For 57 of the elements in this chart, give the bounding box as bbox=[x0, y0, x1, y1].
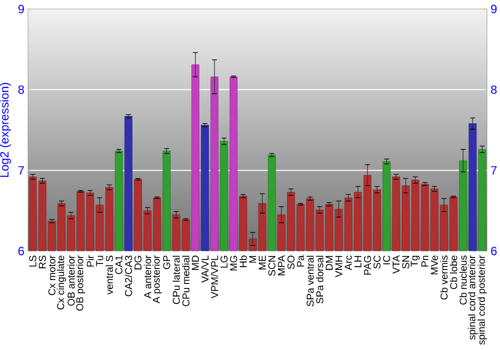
x-tick-label: RS bbox=[38, 256, 46, 268]
x-tick-label: LS bbox=[29, 256, 36, 267]
x-tick-label: Hb bbox=[240, 256, 247, 268]
x-tick-label: VTA bbox=[392, 255, 400, 274]
x-tick-label: IC bbox=[383, 256, 390, 264]
x-tick-label: OB posterior bbox=[76, 255, 86, 311]
x-tick-label: spinal cord anterior bbox=[468, 255, 478, 340]
x-tick-label: A anterior bbox=[144, 255, 152, 298]
x-tick-label: SO bbox=[287, 256, 294, 270]
x-tick-label: Arc bbox=[344, 255, 352, 270]
x-tick-label: SN bbox=[402, 256, 410, 269]
x-tick-label: ventral S bbox=[106, 256, 113, 294]
x-tick-label: ME bbox=[258, 256, 266, 270]
y-axis-title: Log2 (expression) bbox=[0, 82, 11, 177]
x-tick-label: CA1 bbox=[115, 256, 122, 274]
x-tick-label: LH bbox=[354, 256, 362, 268]
y2-tick-label: 8 bbox=[491, 85, 497, 94]
x-tick-label: Pir bbox=[86, 255, 94, 267]
y2-tick-label: 7 bbox=[491, 166, 497, 174]
x-tick-label: SPa ventral bbox=[306, 256, 314, 306]
x-tick-label: OB anterior bbox=[67, 255, 75, 306]
x-tick-label: Cb nucleus bbox=[459, 256, 467, 305]
y2-tick-label: 6 bbox=[491, 246, 497, 256]
x-tick-label: DM bbox=[326, 256, 333, 270]
x-tick-label: CA2/CA3 bbox=[124, 256, 132, 296]
x-tick-label: A posterior bbox=[152, 255, 162, 304]
x-tick-label: VPM/VPL bbox=[210, 256, 218, 298]
x-tick-label: Tg bbox=[410, 256, 420, 267]
x-tick-label: GP bbox=[163, 256, 170, 270]
x-tick-label: M bbox=[249, 256, 256, 263]
y-tick-label: 7 bbox=[18, 166, 24, 174]
y-tick-label: 9 bbox=[18, 4, 24, 14]
x-tick-label: Pn bbox=[421, 256, 428, 267]
x-tick-label: Cx motor bbox=[48, 255, 56, 296]
x-tick-label: CPu medial bbox=[182, 256, 190, 306]
x-tick-label: Cb lobe bbox=[450, 256, 458, 290]
y2-tick-label: 9 bbox=[491, 4, 497, 14]
y-tick-label: 8 bbox=[18, 85, 24, 94]
x-tick-label: Tu bbox=[96, 256, 104, 266]
x-tick-label: SPa dorsal bbox=[316, 256, 324, 304]
x-tick-label: Cx cingulate bbox=[56, 256, 66, 310]
x-tick-label: PAG bbox=[364, 256, 371, 275]
x-tick-label: VA/VL bbox=[201, 256, 209, 283]
x-tick-label: VMH bbox=[335, 256, 342, 278]
x-tick-label: LG bbox=[220, 256, 228, 268]
x-tick-label: spinal cord posterior bbox=[478, 255, 487, 345]
y-tick-label: 6 bbox=[18, 246, 24, 256]
x-tick-label: MVe bbox=[430, 256, 438, 274]
x-tick-label: Pa bbox=[297, 255, 304, 267]
x-tick-label: MD bbox=[192, 256, 199, 270]
x-tick-label: SCN bbox=[268, 256, 276, 276]
x-tick-label: Cb vermis bbox=[440, 256, 448, 300]
x-tick-label: MPA bbox=[278, 255, 285, 276]
x-tick-label: MG bbox=[230, 256, 238, 270]
x-tick-label: DG bbox=[134, 256, 142, 270]
x-tick-label: SC bbox=[374, 256, 381, 269]
x-tick-label: CPu lateral bbox=[172, 256, 180, 304]
